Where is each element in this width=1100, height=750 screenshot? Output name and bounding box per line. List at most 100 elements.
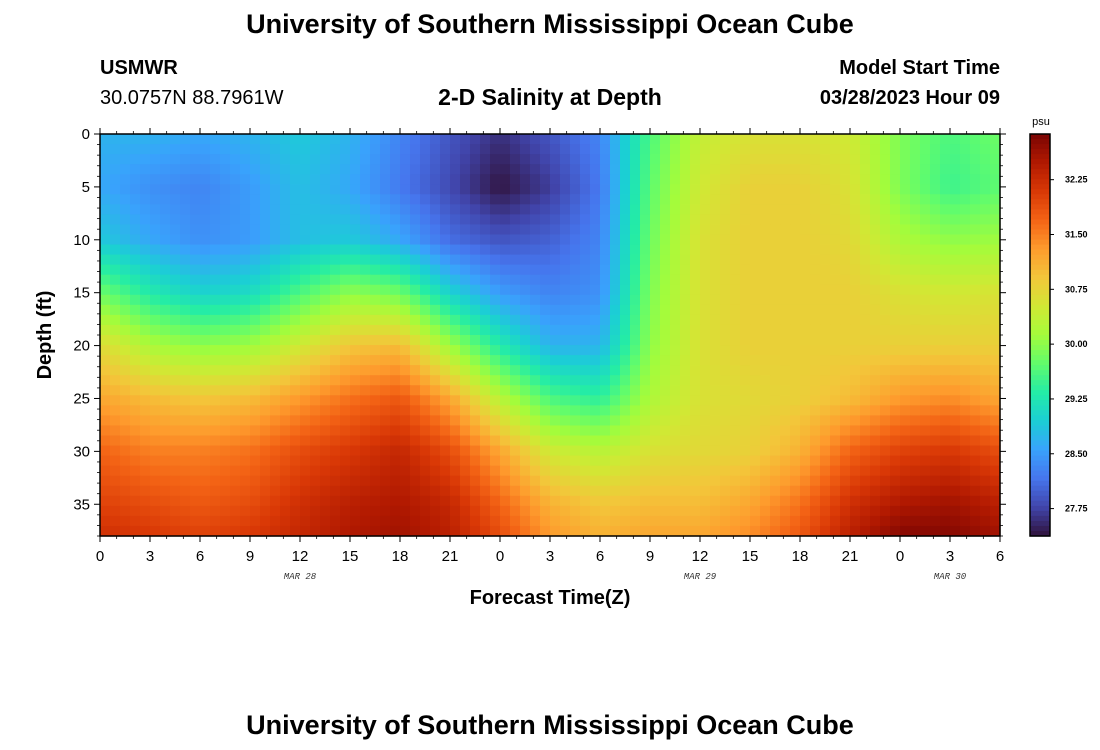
heatmap-cell xyxy=(280,505,291,517)
heatmap-cell xyxy=(540,345,551,356)
heatmap-cell xyxy=(780,324,791,336)
heatmap-cell xyxy=(530,174,541,185)
heatmap-cell xyxy=(510,164,521,175)
heatmap-cell xyxy=(750,495,761,507)
heatmap-cell xyxy=(460,304,471,316)
heatmap-cell xyxy=(100,144,111,155)
heatmap-cell xyxy=(780,505,791,517)
heatmap-cell xyxy=(230,525,241,537)
heatmap-cell xyxy=(560,345,571,356)
heatmap-cell xyxy=(360,184,371,195)
heatmap-cell xyxy=(200,435,211,447)
heatmap-cell xyxy=(560,214,571,226)
heatmap-cell xyxy=(150,465,161,477)
model-start-value: 03/28/2023 Hour 09 xyxy=(819,87,1000,109)
heatmap-cell xyxy=(940,375,951,386)
heatmap-cell xyxy=(830,385,841,396)
heatmap-cell xyxy=(770,355,781,366)
heatmap-cell xyxy=(100,395,111,406)
heatmap-cell xyxy=(270,244,281,256)
heatmap-cell xyxy=(980,314,991,326)
heatmap-cell xyxy=(440,515,451,527)
heatmap-cell xyxy=(160,284,171,296)
heatmap-cell xyxy=(800,244,811,256)
heatmap-cell xyxy=(250,495,261,507)
heatmap-cell xyxy=(690,425,701,437)
heatmap-cell xyxy=(170,385,181,396)
heatmap-cell xyxy=(280,515,291,527)
heatmap-cell xyxy=(320,505,331,517)
colorbar-segment xyxy=(1030,360,1050,366)
heatmap-cell xyxy=(200,395,211,406)
heatmap-cell xyxy=(780,314,791,326)
heatmap-cell xyxy=(140,495,151,507)
heatmap-cell xyxy=(760,324,771,336)
heatmap-cell xyxy=(220,164,231,175)
heatmap-cell xyxy=(200,274,211,286)
heatmap-cell xyxy=(940,204,951,215)
heatmap-cell xyxy=(440,455,451,467)
heatmap-cell xyxy=(240,435,251,447)
heatmap-cell xyxy=(290,395,301,406)
heatmap-cell xyxy=(940,335,951,346)
heatmap-cell xyxy=(430,304,441,316)
heatmap-cell xyxy=(460,234,471,246)
heatmap-cells xyxy=(100,134,1001,537)
heatmap-cell xyxy=(980,495,991,507)
heatmap-cell xyxy=(450,515,461,527)
heatmap-cell xyxy=(870,264,881,276)
heatmap-cell xyxy=(950,324,961,336)
heatmap-cell xyxy=(520,395,531,406)
heatmap-cell xyxy=(460,174,471,185)
heatmap-cell xyxy=(670,314,681,326)
heatmap-cell xyxy=(340,345,351,356)
heatmap-cell xyxy=(590,254,601,266)
heatmap-cell xyxy=(460,405,471,416)
heatmap-cell xyxy=(580,385,591,396)
heatmap-cell xyxy=(450,174,461,185)
heatmap-cell xyxy=(900,154,911,165)
heatmap-cell xyxy=(540,234,551,246)
heatmap-cell xyxy=(190,435,201,447)
heatmap-cell xyxy=(670,445,681,457)
colorbar-segment xyxy=(1030,264,1050,271)
heatmap-cell xyxy=(690,164,701,175)
heatmap-cell xyxy=(610,324,621,336)
heatmap-cell xyxy=(120,395,131,406)
heatmap-cell xyxy=(120,284,131,296)
heatmap-cell xyxy=(470,435,481,447)
heatmap-cell xyxy=(820,485,831,497)
heatmap-cell xyxy=(920,365,931,376)
heatmap-cell xyxy=(270,455,281,467)
heatmap-cell xyxy=(130,515,141,527)
heatmap-cell xyxy=(170,204,181,215)
heatmap-cell xyxy=(970,244,981,256)
heatmap-cell xyxy=(900,184,911,195)
heatmap-cell xyxy=(250,314,261,326)
heatmap-cell xyxy=(910,264,921,276)
heatmap-cell xyxy=(220,284,231,296)
colorbar-segment xyxy=(1030,445,1050,452)
heatmap-cell xyxy=(510,425,521,437)
heatmap-cell xyxy=(250,455,261,467)
heatmap-cell xyxy=(230,495,241,507)
heatmap-cell xyxy=(210,425,221,437)
heatmap-cell xyxy=(850,214,861,226)
heatmap-cell xyxy=(940,455,951,467)
heatmap-cell xyxy=(250,214,261,226)
heatmap-cell xyxy=(150,304,161,316)
heatmap-cell xyxy=(170,274,181,286)
heatmap-cell xyxy=(970,455,981,467)
heatmap-cell xyxy=(120,274,131,286)
heatmap-cell xyxy=(780,475,791,487)
heatmap-cell xyxy=(270,485,281,497)
heatmap-cell xyxy=(280,294,291,306)
heatmap-cell xyxy=(420,445,431,457)
heatmap-cell xyxy=(410,294,421,306)
heatmap-cell xyxy=(810,324,821,336)
heatmap-cell xyxy=(850,415,861,427)
heatmap-cell xyxy=(530,154,541,165)
heatmap-cell xyxy=(990,425,1001,437)
heatmap-cell xyxy=(870,415,881,427)
heatmap-cell xyxy=(930,335,941,346)
